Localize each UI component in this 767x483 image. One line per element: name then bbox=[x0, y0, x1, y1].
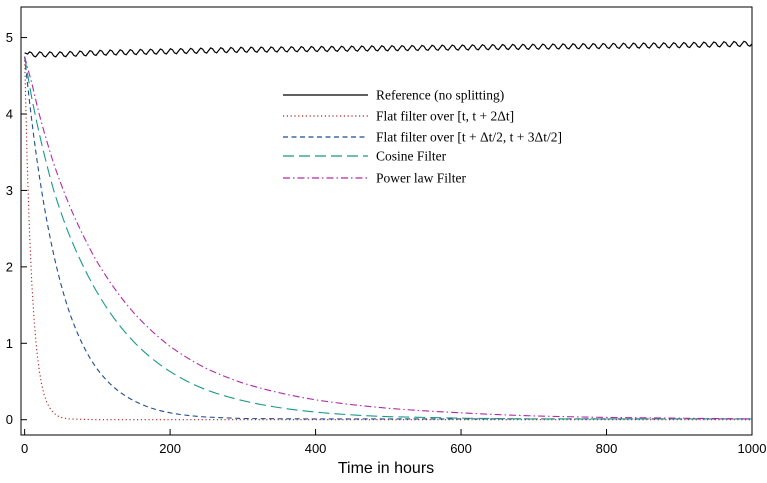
series-line bbox=[24, 56, 752, 421]
legend-label: Cosine Filter bbox=[376, 149, 447, 164]
legend: Reference (no splitting) Flat filter over… bbox=[283, 88, 562, 186]
y-tick-label: 2 bbox=[6, 259, 13, 274]
axis-ticks: 0 200 400 600 800 1000 0 1 2 3 4 5 bbox=[6, 30, 767, 456]
x-tick-label: 200 bbox=[159, 441, 181, 456]
legend-label: Flat filter over [t, t + 2Δt] bbox=[376, 109, 514, 124]
x-axis-title: Time in hours bbox=[338, 460, 434, 477]
series-line bbox=[24, 56, 753, 420]
y-tick-label: 0 bbox=[6, 412, 13, 427]
legend-label: Power law Filter bbox=[376, 171, 466, 186]
x-tick-label: 400 bbox=[305, 441, 327, 456]
legend-label: Flat filter over [t + Δt/2, t + 3Δt/2] bbox=[376, 130, 562, 145]
series-lines bbox=[24, 40, 753, 421]
series-line bbox=[24, 40, 753, 58]
plot-frame bbox=[20, 6, 753, 436]
x-tick-label: 0 bbox=[21, 441, 28, 456]
y-tick-label: 4 bbox=[6, 107, 13, 122]
series-line bbox=[24, 56, 752, 420]
x-tick-label: 1000 bbox=[738, 441, 767, 456]
y-tick-label: 1 bbox=[6, 336, 13, 351]
y-tick-label: 5 bbox=[6, 30, 13, 45]
y-tick-label: 3 bbox=[6, 183, 13, 198]
x-tick-label: 600 bbox=[450, 441, 472, 456]
x-tick-label: 800 bbox=[596, 441, 618, 456]
legend-label: Reference (no splitting) bbox=[376, 88, 504, 103]
